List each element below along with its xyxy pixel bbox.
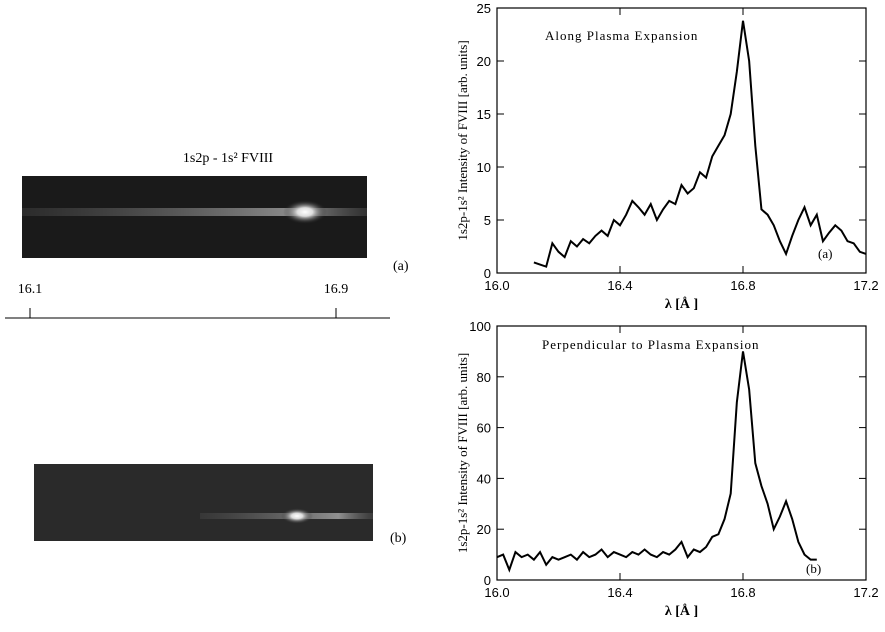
spectrum-label-b: (b): [390, 531, 407, 546]
y-tick-label: 60: [477, 421, 491, 436]
annotation: (b): [806, 561, 821, 576]
x-tick-label: 16.8: [730, 278, 755, 293]
spectra-title: 1s2p - 1s² FVIII: [183, 151, 273, 166]
x-tick-label: 16.4: [607, 278, 632, 293]
spectrum-line-a: [283, 200, 327, 224]
scale-label: 16.1: [18, 282, 43, 297]
data-line: [496, 351, 817, 573]
x-axis-label: λ [Å ]: [665, 296, 698, 312]
spectrum-image-b: [34, 464, 373, 541]
y-tick-label: 0: [484, 573, 491, 588]
scale-label: 16.9: [324, 282, 349, 297]
y-tick-label: 10: [477, 160, 491, 175]
annotation: Perpendicular to Plasma Expansion: [542, 337, 760, 352]
y-tick-label: 5: [484, 213, 491, 228]
x-tick-label: 17.2: [853, 278, 878, 293]
annotation: Along Plasma Expansion: [545, 28, 698, 43]
y-tick-label: 15: [477, 107, 491, 122]
y-axis-label: 1s2p-1s² Intensity of FVIII [arb. units]: [455, 40, 470, 240]
x-tick-label: 16.0: [484, 278, 509, 293]
y-tick-label: 20: [477, 54, 491, 69]
annotation: (a): [818, 246, 832, 261]
x-tick-label: 17.2: [853, 585, 878, 600]
spectrum-line-b: [281, 508, 313, 524]
plot-frame: [496, 7, 867, 274]
y-tick-label: 20: [477, 522, 491, 537]
y-tick-label: 25: [477, 1, 491, 16]
y-tick-label: 0: [484, 266, 491, 281]
spectrum-label-a: (a): [393, 259, 409, 274]
x-axis-label: λ [Å ]: [665, 603, 698, 619]
plot-frame: [496, 325, 867, 581]
y-axis-label: 1s2p-1s² Intensity of FVIII [arb. units]: [455, 353, 470, 553]
x-tick-label: 16.4: [607, 585, 632, 600]
y-tick-label: 100: [469, 319, 491, 334]
data-line: [533, 20, 867, 268]
y-tick-label: 40: [477, 471, 491, 486]
spectrum-streak-a: [22, 208, 367, 216]
x-tick-label: 16.0: [484, 585, 509, 600]
y-tick-label: 80: [477, 370, 491, 385]
x-tick-label: 16.8: [730, 585, 755, 600]
